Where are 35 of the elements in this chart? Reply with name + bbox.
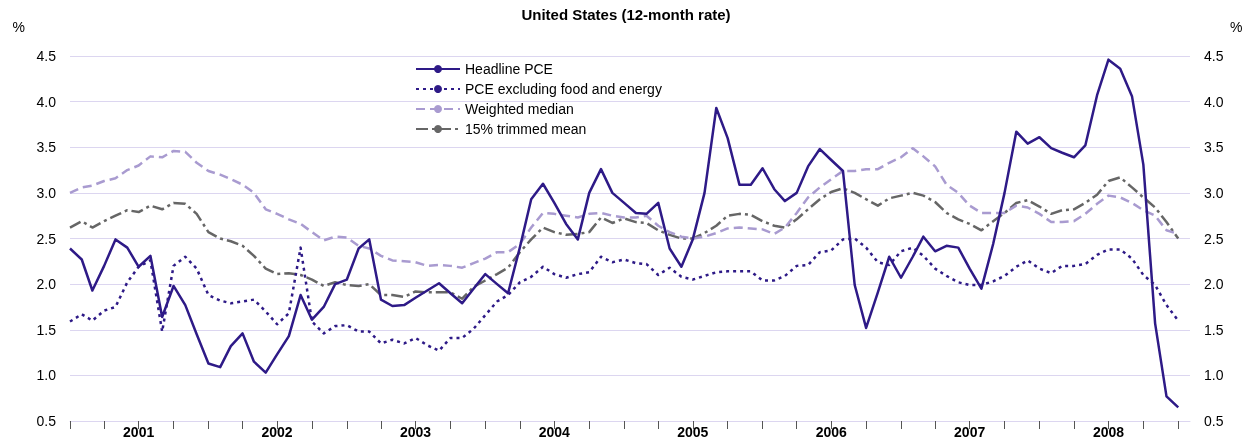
y-tick-label: 2.5	[36, 230, 57, 247]
y-tick-label: 1.0	[36, 367, 57, 384]
y-axis-title: %	[12, 19, 25, 35]
y-tick-label: 3.5	[36, 139, 57, 156]
legend-label: 15% trimmed mean	[465, 121, 587, 137]
line-series	[68, 176, 1180, 300]
y-tick-label: 2.0	[36, 276, 57, 293]
y2-tick-label: 2.0	[1204, 276, 1224, 293]
x-tick-label: 2008	[1092, 424, 1125, 440]
line-series	[68, 58, 1180, 409]
legend-label: Headline PCE	[465, 61, 553, 77]
y2-tick-label: 1.0	[1204, 367, 1224, 384]
x-tick-label: 2003	[399, 424, 432, 440]
x-tick-label: 2005	[677, 424, 709, 440]
y2-axis-title: %	[1230, 19, 1243, 35]
y2-tick-label: 3.5	[1204, 139, 1224, 156]
y2-tick-label: 1.5	[1204, 321, 1224, 338]
y-tick-label: 1.5	[36, 321, 57, 338]
x-tick-label: 2001	[123, 424, 155, 440]
x-tick-label: 2004	[538, 424, 571, 440]
y-tick-label: 3.0	[36, 184, 57, 201]
y2-tick-label: 2.5	[1204, 230, 1224, 247]
legend-label: Weighted median	[465, 101, 574, 117]
y2-tick-label: 4.5	[1204, 48, 1224, 64]
x-tick-label: 2006	[815, 424, 847, 440]
y2-tick-label: 4.0	[1204, 93, 1224, 110]
x-tick-label: 2002	[261, 424, 293, 440]
x-tick-label: 2007	[954, 424, 986, 440]
y-tick-label: 4.5	[36, 48, 57, 64]
y-tick-label: 4.0	[36, 93, 57, 110]
chart-title: United States (12-month rate)	[521, 6, 731, 23]
y2-tick-label: 3.0	[1204, 184, 1224, 201]
y-tick-label: 0.5	[36, 413, 57, 429]
legend-label: PCE excluding food and energy	[465, 81, 662, 97]
y2-tick-label: 0.5	[1204, 413, 1224, 429]
